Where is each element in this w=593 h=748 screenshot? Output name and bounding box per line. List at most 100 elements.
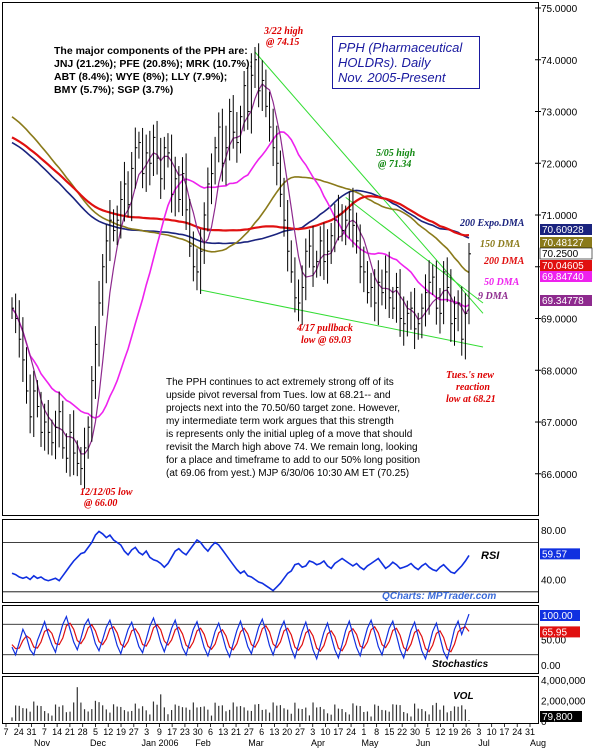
price-bar xyxy=(381,269,384,306)
components-heading: The major components of the PPH are: xyxy=(54,45,248,57)
price-bar xyxy=(287,200,290,272)
price-bar xyxy=(40,391,44,447)
price-bar xyxy=(319,226,323,277)
commentary-line: The PPH continues to act extremely stron… xyxy=(166,377,394,388)
x-tick-label: 22 xyxy=(397,727,407,737)
price-bar xyxy=(403,296,406,346)
price-bar xyxy=(265,69,268,118)
price-bar xyxy=(109,200,112,262)
price-bar xyxy=(254,47,258,89)
price-bar xyxy=(247,67,250,130)
title-line-1: PPH (Pharmaceutical xyxy=(338,40,463,55)
price-bar xyxy=(395,272,399,323)
month-label: Aug xyxy=(530,738,546,748)
price-bar xyxy=(51,419,54,456)
price-bar xyxy=(240,105,243,154)
x-tick-label: 27 xyxy=(129,727,139,737)
x-tick-label: 10 xyxy=(321,727,331,737)
price-bar xyxy=(200,229,203,294)
price-bar xyxy=(359,224,363,284)
price-bar xyxy=(345,205,348,246)
price-bar xyxy=(192,231,196,282)
stoch-d-value: 65.95 xyxy=(542,627,567,638)
stoch-k-line xyxy=(11,613,470,661)
month-label: Jul xyxy=(478,738,490,748)
price-bar xyxy=(156,120,160,175)
price-bar xyxy=(142,127,145,189)
price-bar xyxy=(388,251,392,318)
x-tick-label: 30 xyxy=(410,727,420,737)
x-tick-label: 27 xyxy=(295,727,305,737)
price-bar xyxy=(370,272,374,308)
x-tick-label: 30 xyxy=(193,727,203,737)
month-label: Nov xyxy=(34,738,51,748)
x-tick-label: 17 xyxy=(499,727,509,737)
price-bar xyxy=(294,257,297,313)
x-tick-label: 19 xyxy=(116,727,126,737)
commentary-line: projects next into the 70.50/60 target z… xyxy=(166,403,400,414)
annotation-tues-line-3: low at 68.21 xyxy=(446,394,496,405)
price-bar xyxy=(232,95,236,149)
support-trendline xyxy=(200,289,484,348)
x-tick-label: 31 xyxy=(27,727,37,737)
price-bar xyxy=(305,238,308,301)
volume-bars: 4,000,000 2,000,000 079,800 xyxy=(11,676,586,728)
x-tick-label: 8 xyxy=(374,727,379,737)
price-bar xyxy=(443,261,446,325)
price-bar xyxy=(123,161,127,222)
month-label: Dec xyxy=(90,738,107,748)
label-200-dma: 200 DMA xyxy=(483,256,525,267)
price-bar xyxy=(269,91,272,142)
price-bar xyxy=(308,229,312,268)
price-bar xyxy=(261,60,265,111)
annotation-1212-value: @ 66.00 xyxy=(84,498,117,509)
value-tag-dma150: 70.48127 xyxy=(540,237,592,249)
price-bar xyxy=(210,153,214,205)
x-tick-label: 3 xyxy=(144,727,149,737)
x-tick-label: 10 xyxy=(487,727,497,737)
trendlines xyxy=(200,51,484,348)
x-tick-label: 9 xyxy=(157,727,162,737)
x-tick-label: 5 xyxy=(425,727,430,737)
month-label: May xyxy=(361,738,379,748)
value-tag-text: 69.84740 xyxy=(542,272,584,283)
price-bar xyxy=(301,265,305,326)
price-bar xyxy=(221,108,225,182)
dma200-line xyxy=(11,136,470,237)
stoch-tick-label: 50.00 xyxy=(541,636,566,647)
price-bar xyxy=(450,269,453,343)
price-bar xyxy=(84,427,87,489)
price-bar xyxy=(399,269,403,337)
resistance-trendline xyxy=(254,51,484,314)
price-bar xyxy=(196,248,199,291)
x-tick-label: 31 xyxy=(525,727,535,737)
short-trendline xyxy=(345,197,484,304)
price-bar xyxy=(464,293,468,360)
rsi-last-value: 59.57 xyxy=(542,549,567,560)
price-bar xyxy=(363,246,366,293)
x-tick-label: 26 xyxy=(461,727,471,737)
price-tick-label: 71.0000 xyxy=(541,211,578,222)
x-tick-label: 3 xyxy=(310,727,315,737)
price-bar xyxy=(424,274,428,327)
month-label: Mar xyxy=(248,738,264,748)
x-axis: 7 24 31 7 14 21 28 5 12 19 27 3 9 17 23 30 6 13 21 27 6 13 20 2… xyxy=(3,723,546,748)
volume-tick-label: 2,000,000 xyxy=(541,697,586,708)
price-tick-label: 72.0000 xyxy=(541,159,578,170)
x-tick-label: 3 xyxy=(476,727,481,737)
rsi-tick-label: 80.00 xyxy=(541,526,566,537)
stoch-k-tag: 100.00 xyxy=(540,610,580,622)
price-bars xyxy=(11,43,471,489)
value-tag-text: 70.2500 xyxy=(542,249,579,260)
price-bar xyxy=(127,171,131,218)
components-line-1: JNJ (21.2%); PFE (20.8%); MRK (10.7%); xyxy=(54,58,253,70)
price-bar xyxy=(446,257,450,303)
price-bar xyxy=(134,127,138,189)
volume-last-tag: 79,800 xyxy=(540,711,582,723)
volume-tick-label: 0 xyxy=(541,717,547,728)
label-200-expo-dma: 200 Expo.DMA xyxy=(459,218,525,229)
price-bar xyxy=(145,134,149,192)
price-bar xyxy=(15,293,18,334)
price-bar xyxy=(457,290,461,332)
price-bar xyxy=(149,130,152,186)
